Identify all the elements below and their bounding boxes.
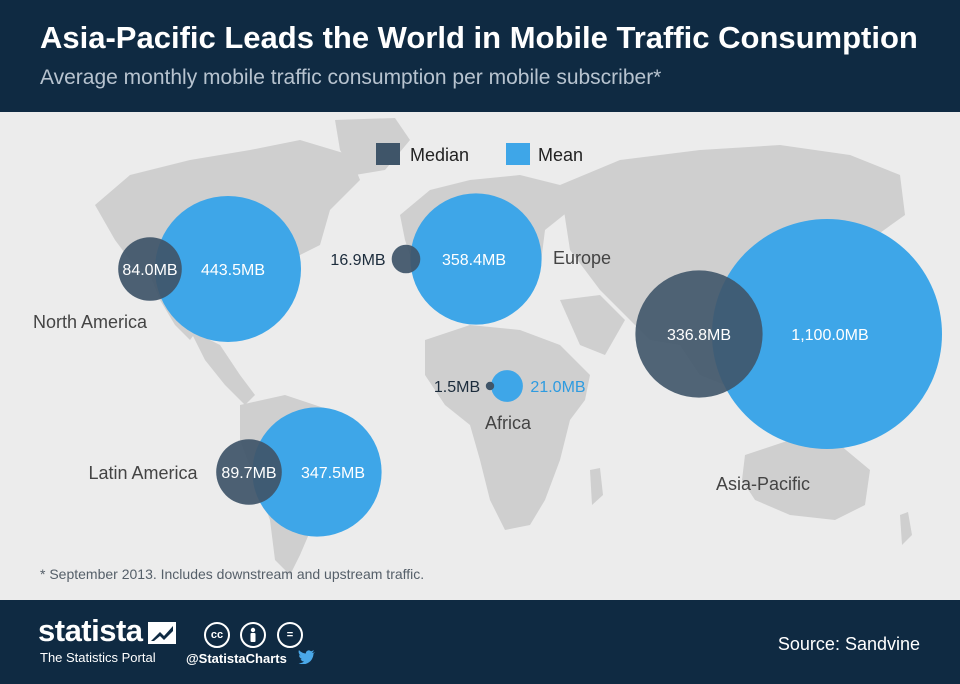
footnote: * September 2013. Includes downstream an… [40,566,425,582]
label-europe-mean: 358.4MB [442,252,506,269]
bubble-asia-pacific-mean [712,219,942,449]
label-asia-pacific-mean: 1,100.0MB [791,327,868,344]
bubble-latin-america-median [216,439,282,505]
label-north-america-mean: 443.5MB [201,262,265,279]
creative-commons-icon[interactable]: cc [204,622,230,648]
license-icons: cc = [204,622,309,648]
label-north-america-median: 84.0MB [122,262,177,279]
region-asia-pacific: 336.8MB 1,100.0MB Asia-Pacific [635,219,942,494]
region-latin-america: 89.7MB 347.5MB Latin America [88,407,382,537]
attribution-icon[interactable] [240,622,267,648]
region-africa: 1.5MB 21.0MB Africa [434,370,586,433]
region-name-africa: Africa [485,413,532,433]
chart-legend: Median Mean [376,143,583,165]
no-derivatives-icon[interactable]: = [276,622,303,648]
bubble-asia-pacific-median [635,270,763,398]
world-map-area: Median Mean 84.0MB 443.5MB North America… [0,112,960,600]
label-asia-pacific-median: 336.8MB [667,327,731,344]
region-name-asia-pacific: Asia-Pacific [716,474,810,494]
twitter-handle[interactable]: @StatistaCharts [186,651,287,666]
statista-logo-icon [148,622,176,644]
legend-label-median: Median [410,145,469,165]
region-name-latin-america: Latin America [88,463,198,483]
legend-swatch-median [376,143,400,165]
bubble-europe-median [391,244,421,274]
bubble-latin-america-mean [252,407,382,537]
legend-label-mean: Mean [538,145,583,165]
page-subtitle: Average monthly mobile traffic consumpti… [40,66,662,89]
bubble-north-america-median [118,237,182,301]
region-name-europe: Europe [553,248,611,268]
region-name-north-america: North America [33,312,148,332]
statista-logo-text[interactable]: statista [38,613,143,648]
label-latin-america-median: 89.7MB [221,465,276,482]
bubble-africa-mean [491,370,523,402]
page-title: Asia-Pacific Leads the World in Mobile T… [40,20,918,55]
legend-swatch-mean [506,143,530,165]
statista-tagline: The Statistics Portal [40,650,156,665]
label-africa-median: 1.5MB [434,379,480,396]
header-bar: Asia-Pacific Leads the World in Mobile T… [0,0,960,112]
region-europe: 16.9MB 358.4MB Europe [330,193,611,325]
source-credit: Source: Sandvine [777,634,920,654]
bubble-europe-mean [410,193,542,325]
label-europe-median: 16.9MB [330,252,385,269]
bubble-africa-median [485,381,495,391]
label-latin-america-mean: 347.5MB [301,465,365,482]
bubble-chart: Median Mean 84.0MB 443.5MB North America… [33,118,942,575]
bubble-north-america-mean [155,196,301,342]
twitter-bird-icon[interactable] [298,650,316,664]
region-north-america: 84.0MB 443.5MB North America [33,196,301,342]
label-africa-mean: 21.0MB [530,379,585,396]
